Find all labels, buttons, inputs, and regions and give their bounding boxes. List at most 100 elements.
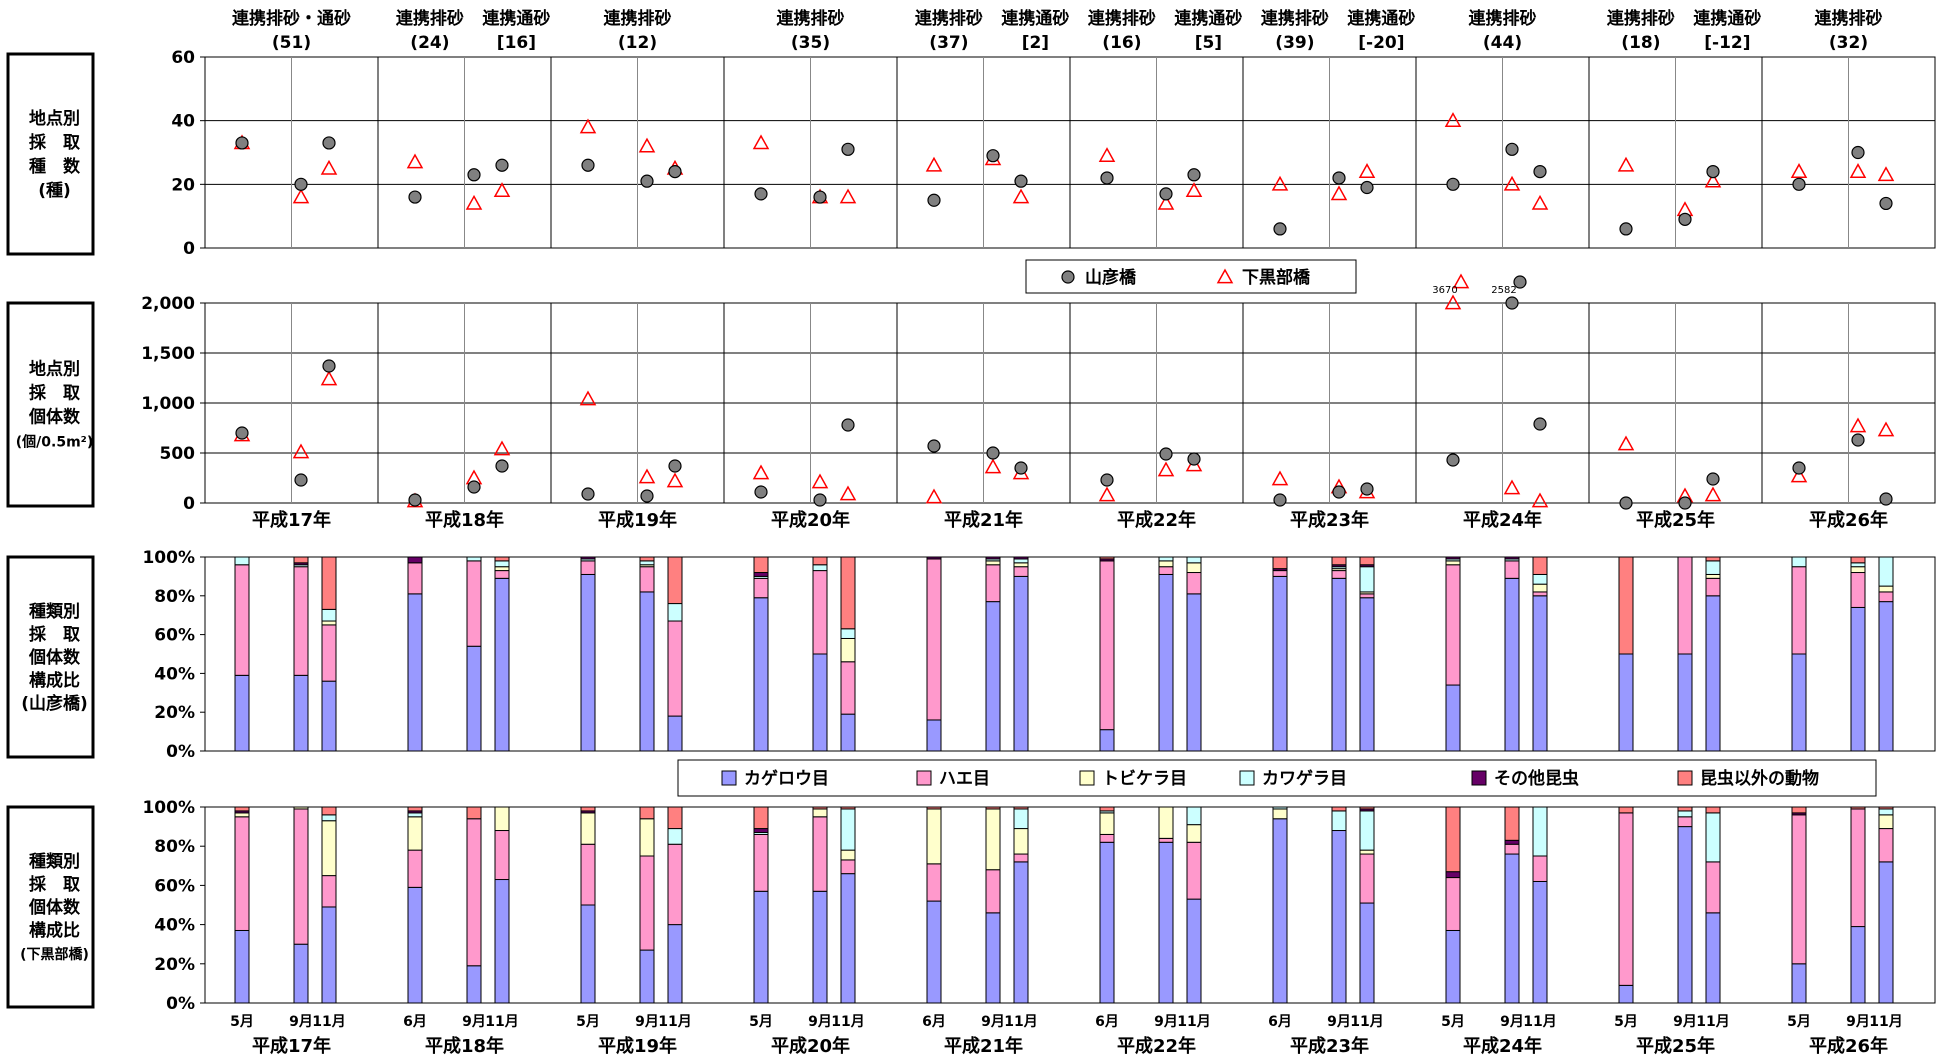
bar-segment: [1706, 561, 1720, 575]
y-tick-label: 40%: [154, 664, 195, 684]
panel-title-line: 構成比: [29, 920, 80, 941]
bar-segment: [581, 561, 595, 575]
yamahiko-point: [323, 360, 335, 372]
bar-segment: [1851, 557, 1865, 563]
bar-segment: [1792, 815, 1806, 964]
shimokurobe-point: [668, 474, 682, 487]
y-tick-label: 100%: [142, 798, 195, 818]
bar-segment: [754, 578, 768, 597]
legend-swatch: [1080, 771, 1094, 785]
yamahiko-point: [641, 490, 653, 502]
bar-segment: [1014, 559, 1028, 563]
shimokurobe-point: [581, 120, 595, 133]
bar-segment: [1505, 557, 1519, 559]
yamahiko-point: [1447, 178, 1459, 190]
panel-title-line: 種 数: [29, 156, 81, 177]
year-label: 平成21年: [944, 509, 1023, 531]
bar-segment: [1332, 578, 1346, 751]
bar-segment: [1332, 571, 1346, 579]
yamahiko-point: [468, 169, 480, 181]
yamahiko-point: [496, 460, 508, 472]
bar-segment: [322, 876, 336, 907]
year-label: 平成20年: [771, 509, 850, 531]
month-label: 11月: [312, 1014, 345, 1030]
bar-segment: [1273, 557, 1287, 569]
legend-swatch: [1240, 771, 1254, 785]
panel-title-line: 個体数: [28, 407, 81, 428]
month-label: 6月: [922, 1014, 946, 1030]
event-label: 連携排砂: [915, 8, 983, 29]
bar-segment: [1187, 899, 1201, 1003]
year-label: 平成23年: [1290, 509, 1369, 531]
bar-segment: [467, 819, 481, 966]
shimokurobe-point: [1533, 494, 1547, 507]
bar-segment: [1792, 557, 1806, 567]
y-tick-label: 1,500: [141, 344, 195, 364]
event-label: 連携排砂: [777, 8, 845, 29]
bar-segment: [986, 602, 1000, 751]
event-count: [2]: [1022, 33, 1049, 53]
bar-segment: [668, 925, 682, 1003]
bar-segment: [1792, 567, 1806, 654]
legend-swatch: [722, 771, 736, 785]
bar-segment: [1014, 567, 1028, 577]
bar-segment: [495, 578, 509, 751]
bar-segment: [1187, 842, 1201, 899]
yamahiko-point: [236, 427, 248, 439]
bar-segment: [841, 860, 855, 874]
bar-segment: [1332, 831, 1346, 1003]
event-count: [16]: [497, 33, 536, 53]
panel-title-line: 個体数: [28, 647, 81, 668]
bar-segment: [1851, 807, 1865, 809]
panel-title-line: 構成比: [29, 670, 80, 691]
shimokurobe-point: [294, 190, 308, 203]
y-tick-label: 20: [171, 175, 195, 195]
month-label: 9月: [1500, 1014, 1524, 1030]
shimokurobe-point: [1619, 437, 1633, 450]
bar-segment: [1533, 584, 1547, 592]
shimokurobe-point: [1851, 419, 1865, 432]
event-label: 連携通砂: [1174, 8, 1242, 29]
yamahiko-point: [814, 494, 826, 506]
bar-segment: [294, 675, 308, 751]
bar-segment: [1332, 557, 1346, 565]
bar-segment: [1619, 654, 1633, 751]
bar-segment: [1879, 592, 1893, 602]
bar-segment: [322, 609, 336, 621]
bar-segment: [841, 714, 855, 751]
bar-segment: [640, 950, 654, 1003]
bar-segment: [1619, 813, 1633, 985]
bar-segment: [668, 604, 682, 621]
event-label: 連携通砂: [1001, 8, 1069, 29]
panel-title-line: (個/0.5m²): [16, 434, 93, 451]
panel-title-line: 採 取: [29, 624, 80, 645]
month-label: 11月: [485, 1014, 518, 1030]
bar-segment: [1505, 561, 1519, 578]
bar-segment: [408, 807, 422, 811]
bar-segment: [813, 571, 827, 654]
bar-segment: [1014, 557, 1028, 559]
shimokurobe-point: [1332, 187, 1346, 200]
event-count: [5]: [1195, 33, 1222, 53]
bar-segment: [1159, 557, 1173, 561]
bar-segment: [1879, 829, 1893, 862]
year-label: 平成19年: [598, 1035, 677, 1057]
bar-segment: [754, 573, 768, 577]
yamahiko-point: [1534, 418, 1546, 430]
bar-segment: [1446, 561, 1460, 565]
bar-segment: [927, 807, 941, 809]
bar-segment: [1879, 557, 1893, 586]
bar-segment: [1678, 654, 1692, 751]
bar-segment: [841, 557, 855, 629]
bar-segment: [1446, 930, 1460, 1003]
bar-segment: [1533, 881, 1547, 1003]
bar-segment: [495, 831, 509, 880]
yamahiko-point: [1506, 297, 1518, 309]
shimokurobe-point: [1879, 423, 1893, 436]
panel-title-line: (種): [38, 180, 71, 201]
yamahiko-point: [1015, 462, 1027, 474]
legend-label: 下黒部橋: [1242, 267, 1311, 288]
event-count: (16): [1102, 33, 1141, 53]
month-label: 9月: [635, 1014, 659, 1030]
